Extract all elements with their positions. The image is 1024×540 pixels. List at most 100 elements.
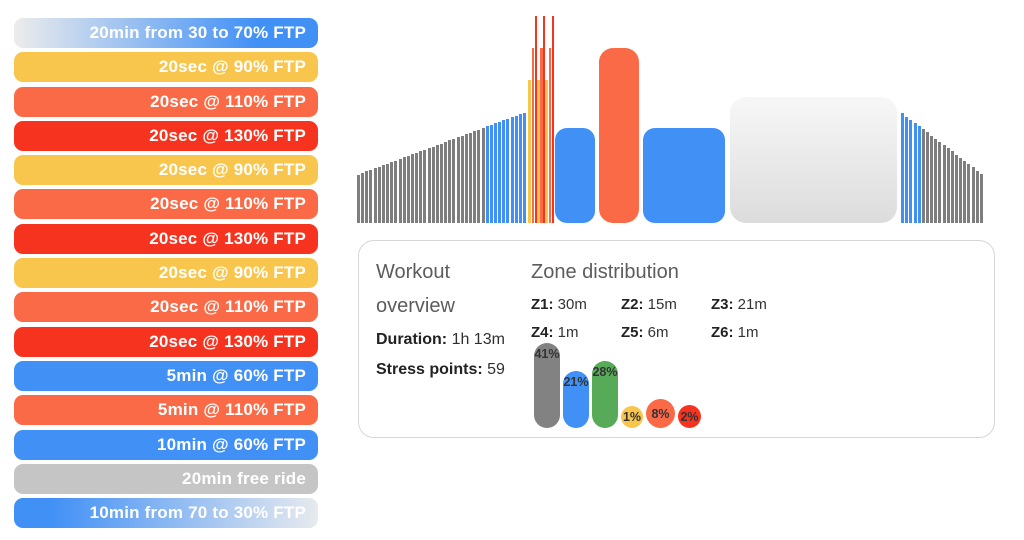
chart-segment-ramp[interactable]	[357, 10, 977, 223]
chart-bar	[548, 48, 552, 223]
zone-bubble: 8%	[646, 399, 675, 428]
chart-bar	[523, 112, 526, 223]
zone-distribution-title: Zone distribution	[531, 261, 679, 283]
workout-steps-list: 20min from 30 to 70% FTP 20sec @ 90% FTP 2…	[14, 18, 318, 532]
chart-bar	[361, 173, 365, 223]
chart-segment-block[interactable]	[357, 10, 977, 223]
chart-bar	[502, 120, 506, 223]
stress-label: Stress points:	[376, 361, 483, 378]
chart-bar	[921, 129, 925, 223]
chart-bar	[971, 167, 975, 223]
workout-step[interactable]: 10min from 70 to 30% FTP	[14, 498, 318, 529]
chart-bar	[410, 154, 414, 223]
chart-bar	[925, 132, 929, 223]
workout-step[interactable]: 20sec @ 110% FTP	[14, 86, 318, 117]
chart-segment-free[interactable]	[357, 10, 977, 223]
chart-bar	[381, 165, 385, 223]
workout-step[interactable]: 20sec @ 110% FTP	[14, 189, 318, 220]
workout-step[interactable]: 20min free ride	[14, 463, 318, 494]
chart-bar	[456, 137, 460, 223]
zone-bubble-label: 28%	[592, 365, 618, 380]
chart-bar	[934, 138, 938, 223]
duration-label: Duration:	[376, 331, 448, 348]
workout-step[interactable]: 20sec @ 130% FTP	[14, 326, 318, 357]
chart-bar	[448, 140, 452, 223]
chart-segment-ramp[interactable]	[357, 10, 983, 223]
workout-step[interactable]: 20sec @ 110% FTP	[14, 292, 318, 323]
chart-bar	[545, 79, 549, 223]
chart-bar	[917, 126, 921, 223]
chart-bar	[406, 155, 410, 223]
chart-bar	[979, 173, 983, 223]
zone-bubble-label: 41%	[534, 347, 560, 362]
chart-bar	[489, 124, 493, 223]
workout-step[interactable]: 20sec @ 130% FTP	[14, 223, 318, 254]
free-ride-block	[729, 97, 897, 223]
chart-bar	[473, 131, 477, 223]
zone-duration: Z5: 6m	[621, 324, 669, 341]
chart-bar	[357, 174, 360, 223]
workout-step[interactable]: 10min @ 60% FTP	[14, 429, 318, 460]
steady-block	[643, 127, 726, 223]
chart-bar	[440, 143, 443, 223]
duration-value: 1h 13m	[451, 331, 505, 348]
zone-duration: Z2: 15m	[621, 296, 677, 313]
workout-profile-chart[interactable]	[357, 10, 983, 223]
workout-step[interactable]: 5min @ 60% FTP	[14, 360, 318, 391]
zone-bubble-label: 2%	[680, 409, 699, 424]
workout-step[interactable]: 20sec @ 90% FTP	[14, 258, 318, 289]
stress-row: Stress points: 59	[376, 356, 508, 383]
chart-bar	[464, 134, 468, 223]
workout-step[interactable]: 20sec @ 90% FTP	[14, 52, 318, 83]
zone-distribution-column: Zone distribution Z1: 30m Z2: 15m Z3: 21m Z…	[531, 255, 981, 346]
chart-bar	[955, 154, 959, 223]
chart-bar	[942, 145, 946, 223]
workout-overview-panel: Workout overview Duration: 1h 13m Stress…	[358, 240, 995, 438]
chart-bar	[477, 129, 481, 223]
zone-duration: Z1: 30m	[531, 296, 587, 313]
chart-segment-spikes[interactable]	[357, 10, 977, 223]
chart-bar	[460, 135, 464, 223]
chart-bar	[950, 151, 954, 223]
workout-step[interactable]: 5min @ 110% FTP	[14, 395, 318, 426]
duration-row: Duration: 1h 13m	[376, 326, 508, 353]
chart-bar	[398, 159, 402, 223]
workout-step[interactable]: 20min from 30 to 70% FTP	[14, 18, 318, 48]
chart-bar	[493, 123, 497, 223]
chart-bar	[431, 146, 435, 223]
chart-bar	[369, 169, 373, 223]
chart-bar	[536, 79, 540, 223]
zone-bubble: 41%	[534, 343, 560, 428]
chart-bar	[551, 16, 554, 223]
workout-step[interactable]: 20sec @ 130% FTP	[14, 120, 318, 151]
chart-bar	[506, 118, 510, 223]
chart-segment-block[interactable]	[357, 10, 977, 223]
chart-bar	[498, 121, 502, 223]
chart-bar	[901, 113, 905, 223]
chart-bar	[435, 145, 439, 223]
chart-bar	[528, 79, 532, 223]
chart-bar	[946, 148, 950, 223]
chart-segment-block[interactable]	[357, 10, 977, 223]
zone-bubble-label: 8%	[651, 406, 670, 421]
chart-bar	[514, 115, 518, 223]
chart-bar	[959, 157, 963, 223]
chart-bar	[415, 152, 419, 223]
zone-bubble: 21%	[563, 371, 589, 428]
chart-bar	[510, 117, 514, 223]
zone-duration: Z3: 21m	[711, 296, 767, 313]
chart-bar	[930, 135, 934, 223]
chart-bar	[386, 163, 390, 223]
steady-block	[599, 48, 639, 223]
chart-bar	[419, 151, 423, 223]
chart-bar	[540, 48, 543, 223]
chart-bar	[543, 16, 546, 223]
chart-bar	[402, 157, 406, 223]
stress-value: 59	[487, 361, 505, 378]
chart-bar	[423, 149, 427, 223]
zone-duration-grid: Z1: 30m Z2: 15m Z3: 21m Z4: 1m Z5: 6m Z6: 1m	[531, 292, 981, 346]
chart-bar	[452, 138, 456, 223]
chart-bar	[938, 141, 942, 223]
workout-step[interactable]: 20sec @ 90% FTP	[14, 155, 318, 186]
